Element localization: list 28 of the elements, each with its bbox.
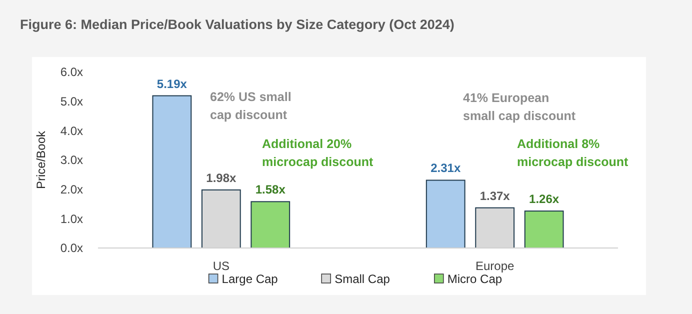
text: 2.31x (430, 161, 461, 176)
annotation: 62% US small cap discount (210, 90, 292, 122)
text: 1.26x (529, 192, 560, 206)
bar (250, 201, 290, 248)
text: 5.19x (156, 76, 187, 91)
y-tick-label: 0.0x (60, 241, 83, 256)
x-tick-label: Europe (475, 259, 515, 273)
bar (426, 180, 466, 248)
legend-label: Large Cap (222, 272, 278, 286)
legend-label: Small Cap (334, 272, 390, 286)
text: 1.58x (255, 182, 286, 197)
annotation: 41% European small cap discount (463, 91, 576, 123)
y-tick-label: 3.0x (60, 153, 83, 168)
y-tick-label: 1.0x (60, 212, 83, 226)
legend-label: Micro Cap (447, 272, 502, 286)
y-tick-label: 2.0x (60, 182, 83, 197)
bar (524, 210, 564, 248)
bar (152, 95, 192, 248)
x-tick-label: US (212, 259, 230, 273)
y-tick-label: 4.0x (60, 124, 83, 138)
annotation: Additional 20% microcap discount (262, 137, 374, 169)
text: 1.37x (480, 188, 510, 203)
text: 1.98x (206, 170, 236, 185)
annotation: Additional 8% microcap discount (517, 137, 629, 169)
y-axis-title: Price/Book (34, 130, 48, 190)
y-tick-label: 6.0x (60, 65, 83, 80)
y-tick-label: 5.0x (60, 94, 83, 109)
chart-title: Figure 6: Median Price/Book Valuations by Size Category (Oct 2024) (20, 17, 454, 32)
